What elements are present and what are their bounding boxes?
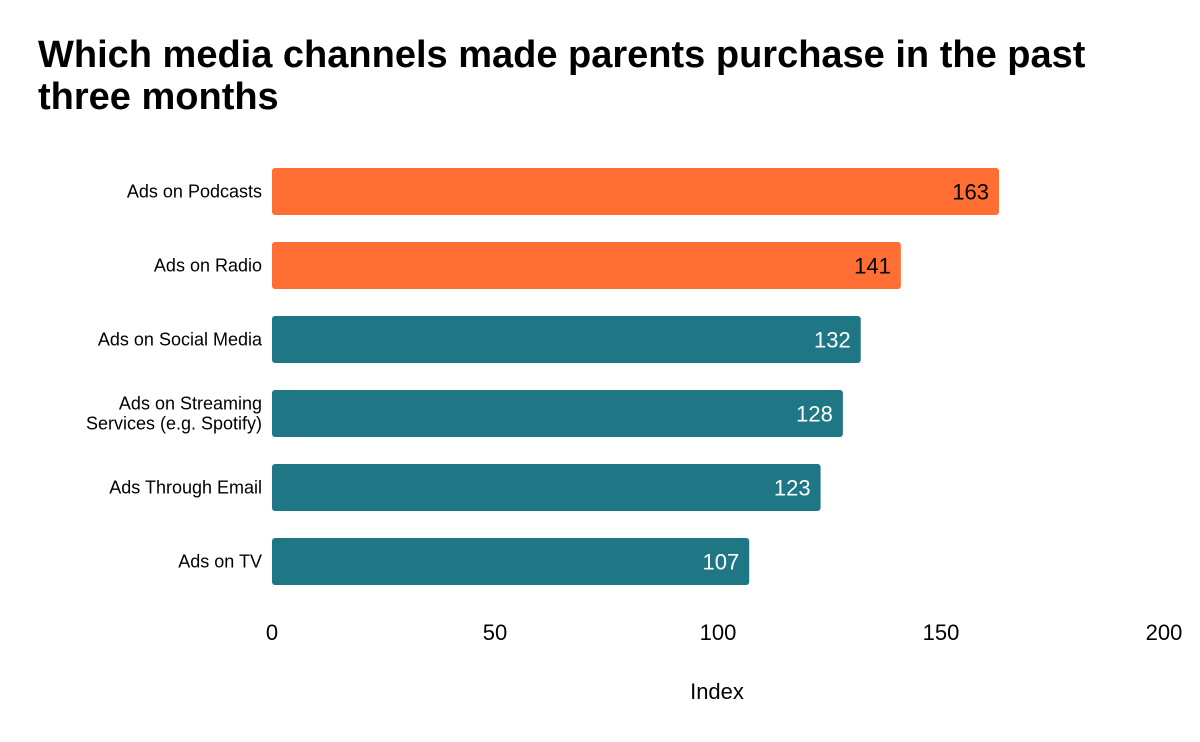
category-label-line: Ads on Radio — [154, 256, 262, 276]
value-label: 107 — [703, 550, 740, 575]
x-tick-label: 0 — [266, 620, 278, 645]
value-labels: 163 141 132 128 123 107 — [703, 180, 989, 575]
x-axis-title: Index — [690, 679, 744, 704]
x-tick-label: 100 — [700, 620, 737, 645]
bar — [272, 538, 750, 585]
category-label: Ads on Radio — [154, 256, 262, 276]
bar — [272, 390, 843, 437]
category-label: Ads on TV — [178, 552, 262, 572]
category-label-line: Services (e.g. Spotify) — [86, 414, 262, 434]
x-tick-label: 150 — [923, 620, 960, 645]
category-label: Ads on Streaming Services (e.g. Spotify) — [86, 394, 262, 434]
value-label: 123 — [774, 476, 811, 501]
category-label-line: Ads on Streaming — [119, 394, 262, 414]
x-tick-label: 50 — [483, 620, 507, 645]
value-label: 132 — [814, 328, 851, 353]
value-label: 128 — [796, 402, 833, 427]
category-label-line: Ads on Podcasts — [127, 182, 262, 202]
category-label-line: Ads Through Email — [109, 478, 262, 498]
x-axis-ticks: 0 50 100 150 200 — [266, 620, 1182, 645]
category-label-line: Ads on TV — [178, 552, 262, 572]
bars-layer — [272, 168, 999, 585]
category-label: Ads Through Email — [109, 478, 262, 498]
value-label: 163 — [952, 180, 989, 205]
x-tick-label: 200 — [1146, 620, 1183, 645]
category-labels: Ads on Podcasts Ads on Radio Ads on Social… — [86, 182, 263, 572]
category-label: Ads on Social Media — [98, 330, 263, 350]
chart-title: Which media channels made parents purcha… — [38, 34, 1086, 118]
bar — [272, 464, 821, 511]
bar — [272, 168, 999, 215]
category-label-line: Ads on Social Media — [98, 330, 263, 350]
category-label: Ads on Podcasts — [127, 182, 262, 202]
bar — [272, 242, 901, 289]
value-label: 141 — [854, 254, 891, 279]
bar — [272, 316, 861, 363]
